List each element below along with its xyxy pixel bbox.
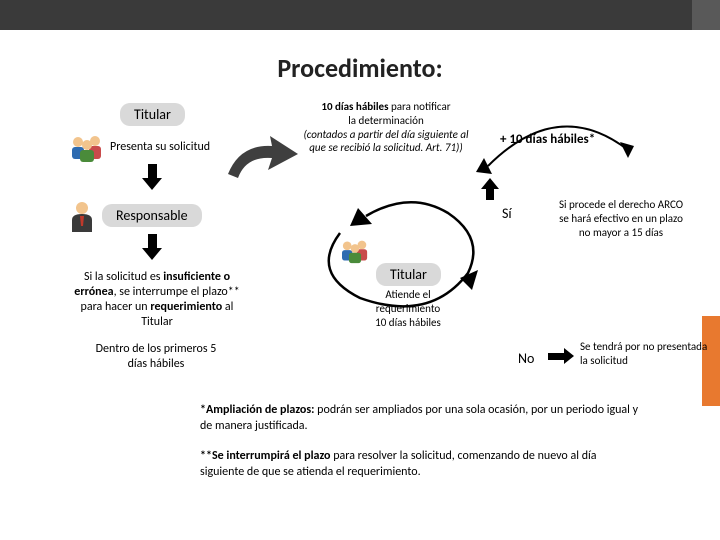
arrow-down-icon — [142, 164, 162, 192]
dentro-text: Dentro de los primeros 5 días hábiles — [90, 342, 222, 372]
titular-badge-2: Titular — [376, 263, 441, 286]
badge-label: Responsable — [102, 204, 202, 227]
responsable-badge: Responsable — [102, 204, 202, 227]
presents-label: Presenta su solicitud — [110, 140, 210, 155]
no-label: No — [518, 350, 534, 368]
notice-line2: la determinación — [348, 114, 423, 127]
page-title: Procedimiento: — [0, 52, 720, 84]
t2-l1: Atiende el — [385, 288, 430, 301]
badge-label: Titular — [376, 263, 441, 286]
notice-line3: (contados a partir del día siguiente al … — [303, 128, 468, 155]
arrow-down-icon — [142, 234, 162, 262]
arrow-right-icon — [548, 348, 574, 364]
t2-l3: 10 días hábiles — [375, 316, 441, 329]
top-bar-accent — [692, 0, 720, 30]
group-icon — [68, 133, 106, 168]
top-bar — [0, 0, 720, 30]
notice-text: 10 días hábiles para notificar la determ… — [302, 100, 470, 155]
no-text: Se tendrá por no presentada la solicitud — [580, 340, 708, 368]
badge-label: Titular — [120, 103, 185, 126]
yes-label: Sí — [502, 205, 512, 223]
f1-bold: *Ampliación de plazos: — [200, 403, 314, 417]
titular2-text: Atiende el requerimiento 10 días hábiles — [358, 288, 458, 329]
notice-bold: 10 días hábiles — [321, 100, 388, 113]
group-icon — [338, 238, 372, 269]
t2-l2: requerimiento — [376, 302, 440, 315]
footnote-1: *Ampliación de plazos: podrán ser amplia… — [200, 402, 640, 434]
yes-text: Si procede el derecho ARCO se hará efect… — [556, 198, 686, 239]
titular-badge-1: Titular — [120, 103, 185, 126]
insufficient-text: Si la solicitud es insuficiente o erróne… — [64, 270, 250, 330]
businessman-icon — [68, 200, 96, 239]
f2-bold: **Se interrumpirá el plazo — [200, 449, 331, 463]
big-arrow-icon — [220, 134, 300, 184]
footnote-2: **Se interrumpirá el plazo para resolver… — [200, 448, 640, 480]
notice-rest: para notificar — [389, 100, 451, 113]
